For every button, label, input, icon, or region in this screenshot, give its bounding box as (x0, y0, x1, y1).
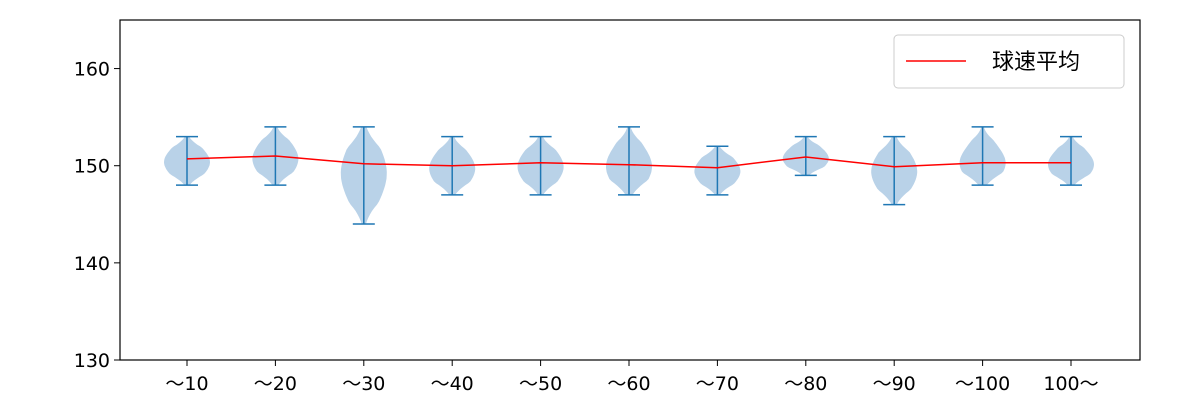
legend-box (893, 34, 1125, 89)
x-tick-label: 〜100 (955, 373, 1010, 395)
x-tick-label: 〜50 (519, 373, 562, 395)
y-tick-label: 160 (74, 59, 110, 81)
y-tick-label: 140 (74, 253, 110, 275)
x-axis: 〜10 〜20 〜30 〜40 〜50 〜60 〜70 〜80 〜90 〜100 100〜 (165, 360, 1099, 395)
x-tick-label: 〜80 (784, 373, 827, 395)
y-axis: 130 140 150 160 (74, 59, 120, 372)
mean-line-group (186, 155, 1071, 169)
y-tick-label: 150 (74, 156, 110, 178)
x-tick-label: 〜60 (607, 373, 650, 395)
x-tick-label: 〜70 (696, 373, 739, 395)
x-tick-label: 〜30 (342, 373, 385, 395)
plot-frame (119, 19, 1141, 361)
mean-line (186, 155, 1071, 169)
legend: 球速平均 (893, 34, 1125, 89)
whisker-group (176, 126, 1082, 225)
x-tick-label: 〜90 (873, 373, 916, 395)
y-tick-label: 130 (74, 350, 110, 372)
x-tick-label: 100〜 (1043, 373, 1098, 395)
x-tick-label: 〜20 (254, 373, 297, 395)
x-tick-label: 〜10 (165, 373, 208, 395)
legend-label-mean: 球速平均 (992, 50, 1080, 75)
x-tick-label: 〜40 (431, 373, 474, 395)
